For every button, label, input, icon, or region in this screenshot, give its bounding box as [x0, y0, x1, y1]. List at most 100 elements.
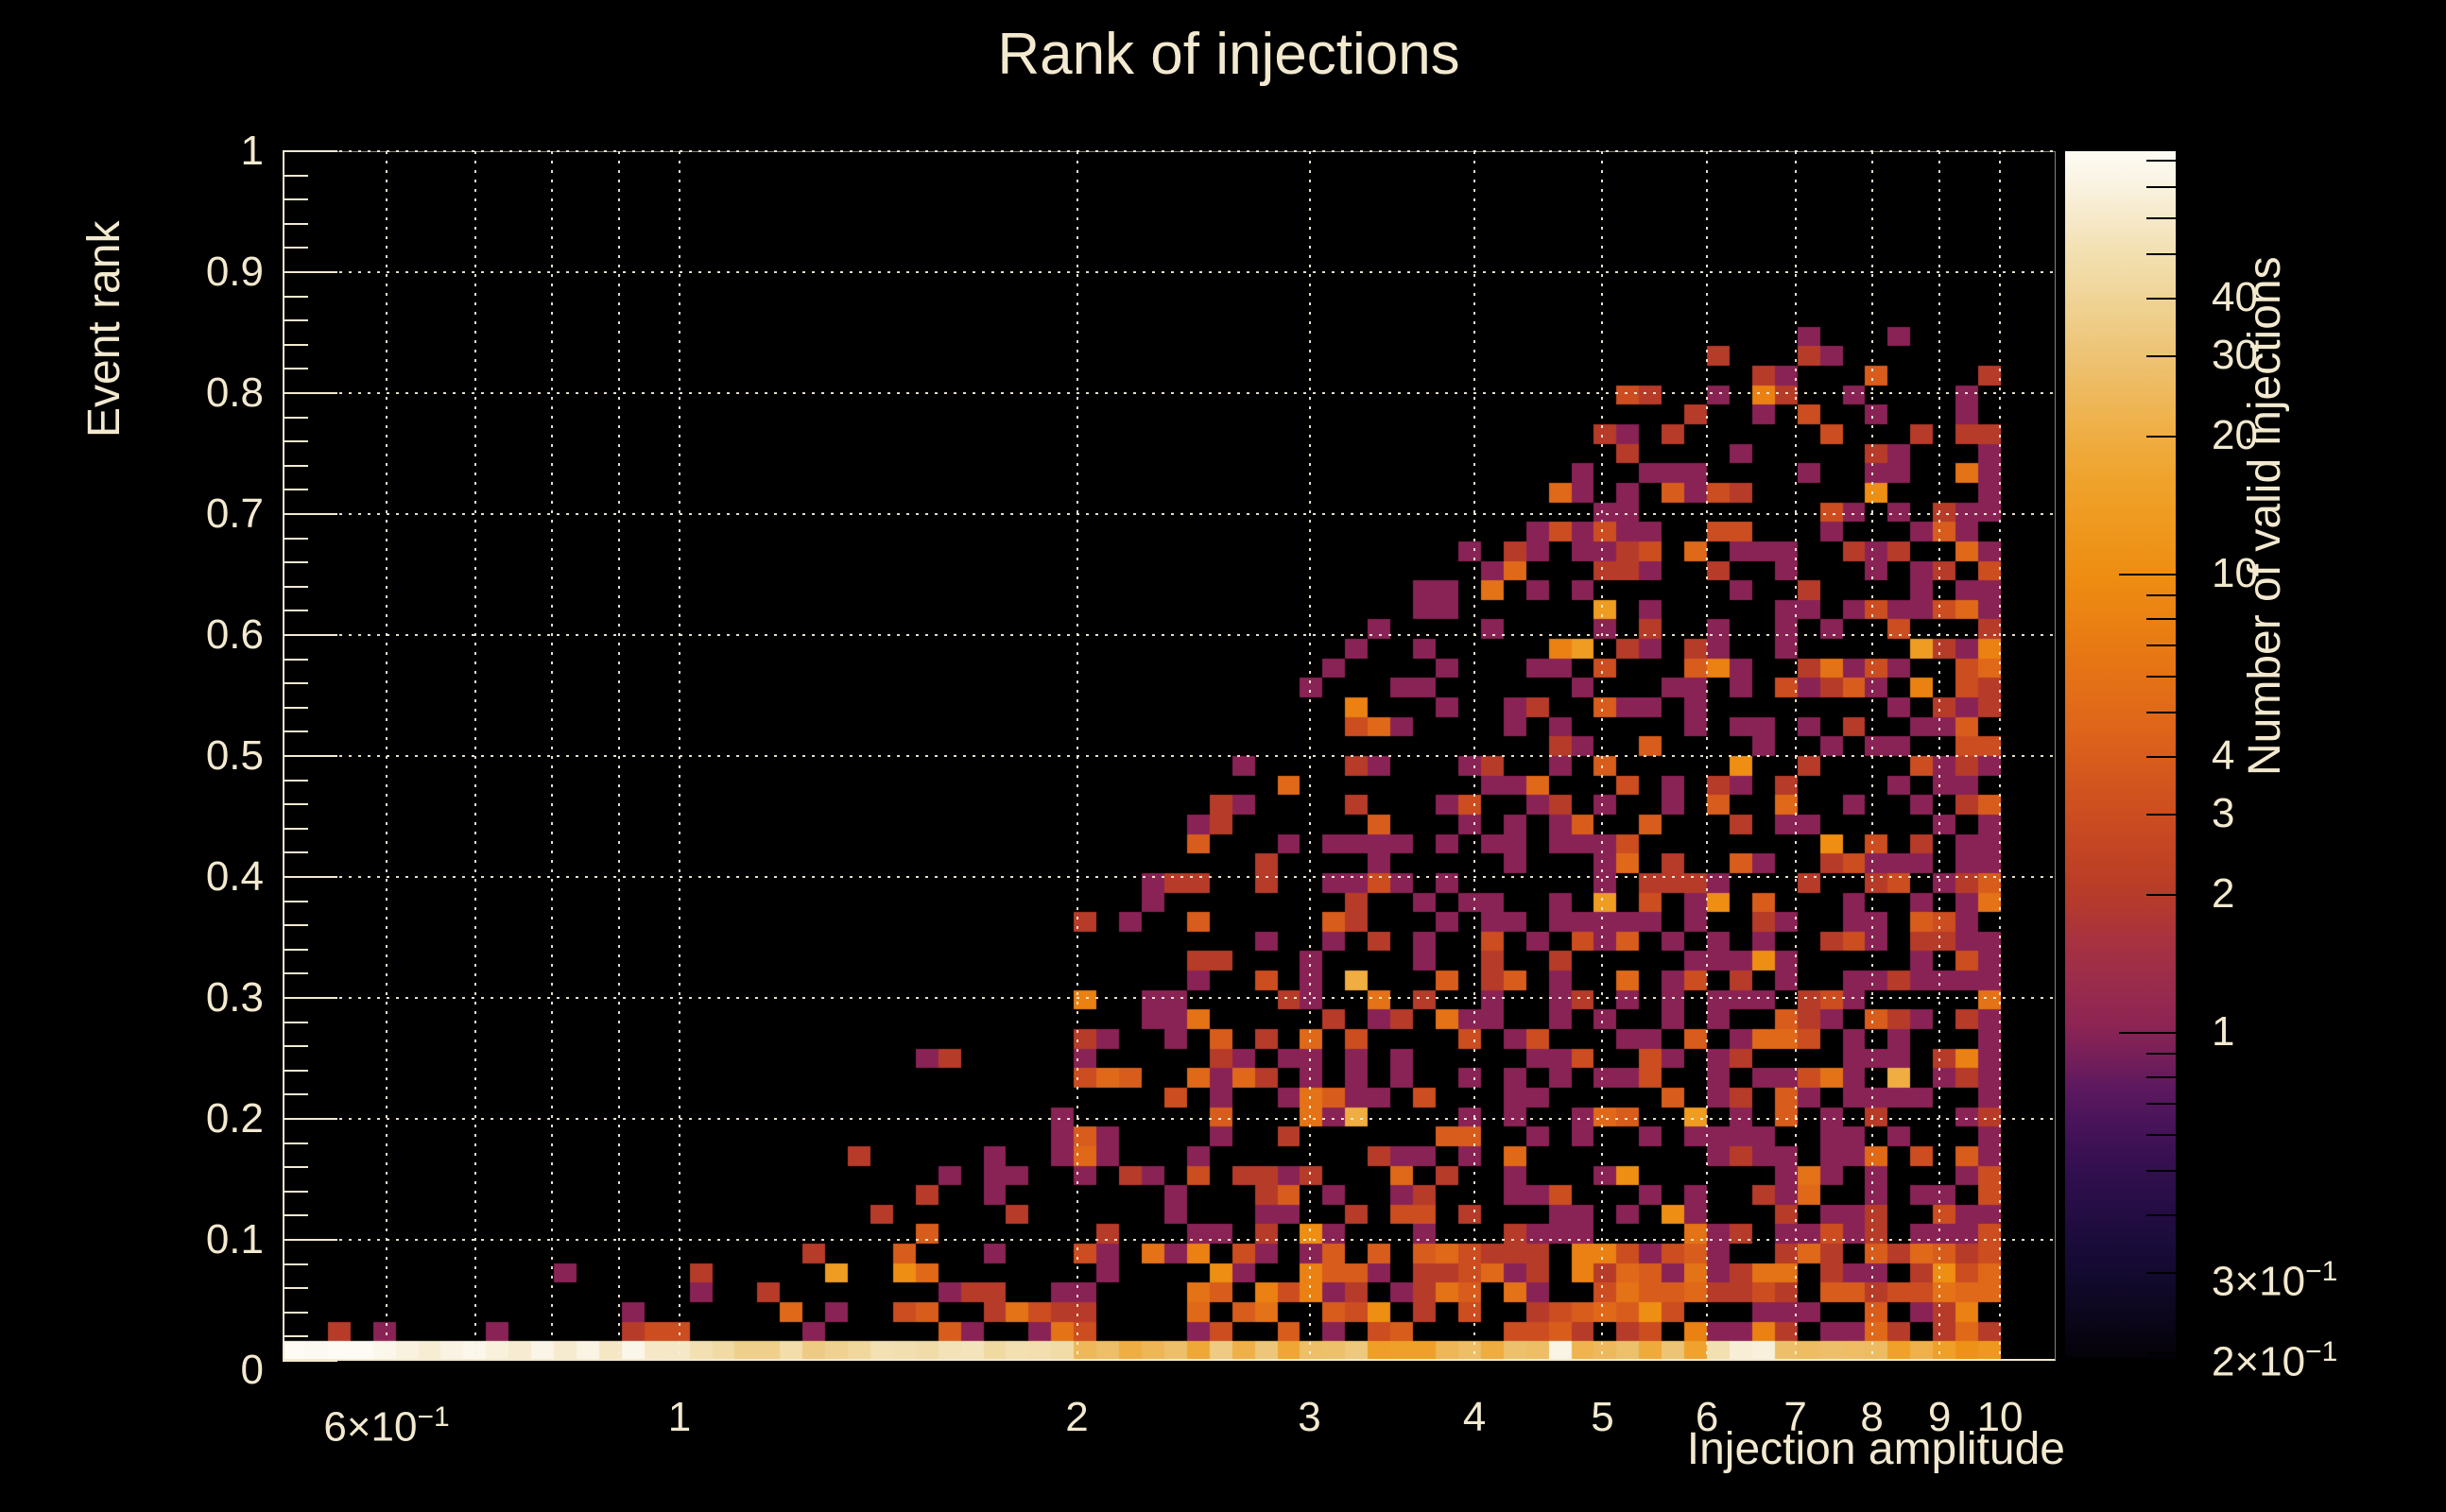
colorbar-tick-minor — [2146, 1271, 2176, 1274]
y-tick-major — [283, 392, 337, 394]
y-tick-minor — [283, 343, 308, 346]
colorbar-tick-label: 4 — [2212, 732, 2235, 779]
y-tick-minor — [283, 198, 308, 201]
y-tick-minor — [283, 924, 308, 927]
y-tick-minor — [283, 851, 308, 854]
y-tick-minor — [283, 464, 308, 467]
colorbar-tick-minor — [2146, 1352, 2176, 1354]
y-tick-major — [283, 997, 337, 999]
y-tick-major — [283, 513, 337, 515]
colorbar-tick-label: 2×10−1 — [2212, 1336, 2338, 1385]
y-tick-minor — [283, 1335, 308, 1338]
y-tick-label: 0 — [240, 1347, 264, 1393]
x-tick-label: 6×10−1 — [323, 1401, 450, 1451]
y-gridline — [283, 150, 2056, 152]
colorbar-tick-minor — [2146, 436, 2176, 438]
y-tick-minor — [283, 174, 308, 177]
x-tick-label: 8 — [1860, 1394, 1884, 1440]
colorbar-tick-minor — [2146, 354, 2176, 357]
y-tick-minor — [283, 1287, 308, 1290]
y-tick-minor — [283, 247, 308, 249]
y-tick-minor — [283, 1166, 308, 1169]
y-gridline — [283, 1239, 2056, 1241]
y-tick-label: 0.5 — [205, 732, 264, 779]
y-tick-label: 0.3 — [205, 974, 264, 1021]
colorbar-tick-minor — [2146, 1214, 2176, 1216]
colorbar-tick-label: 20 — [2212, 412, 2258, 458]
y-tick-minor — [283, 319, 308, 322]
y-gridline — [283, 634, 2056, 636]
colorbar-tick-minor — [2146, 1169, 2176, 1172]
y-tick-minor — [283, 900, 308, 902]
y-gridline — [283, 876, 2056, 878]
y-tick-minor — [283, 610, 308, 612]
y-tick-minor — [283, 561, 308, 564]
x-tick-label: 5 — [1591, 1394, 1614, 1440]
colorbar-tick-minor — [2146, 1053, 2176, 1056]
colorbar-tick-minor — [2146, 160, 2176, 162]
y-tick-minor — [283, 1069, 308, 1072]
colorbar-tick-label: 3 — [2212, 789, 2235, 836]
y-tick-minor — [283, 1093, 308, 1096]
colorbar-tick-minor — [2146, 1076, 2176, 1078]
y-tick-minor — [283, 489, 308, 491]
x-tick-label: 9 — [1927, 1394, 1952, 1440]
colorbar-tick-minor — [2146, 298, 2176, 300]
y-tick-minor — [283, 440, 308, 443]
x-tick-label: 10 — [1976, 1394, 2024, 1440]
y-gridline — [283, 997, 2056, 999]
x-tick-label: 2 — [1065, 1394, 1089, 1440]
y-gridline — [283, 271, 2056, 273]
y-tick-label: 0.4 — [205, 853, 264, 900]
colorbar-tick-minor — [2146, 756, 2176, 758]
colorbar-tick-major — [2119, 1032, 2176, 1034]
y-tick-minor — [283, 585, 308, 588]
colorbar-tick-label: 10 — [2212, 550, 2258, 596]
colorbar-tick-minor — [2146, 216, 2176, 219]
y-tick-minor — [283, 779, 308, 782]
colorbar-tick-label: 30 — [2212, 331, 2258, 378]
colorbar-tick-minor — [2146, 711, 2176, 713]
y-tick-minor — [283, 1311, 308, 1314]
y-tick-minor — [283, 948, 308, 951]
chart-title: Rank of injections — [997, 22, 1460, 87]
y-tick-minor — [283, 682, 308, 685]
y-tick-label: 0.6 — [205, 611, 264, 658]
colorbar-tick-label: 1 — [2212, 1008, 2235, 1055]
y-tick-major — [283, 271, 337, 273]
y-tick-minor — [283, 368, 308, 370]
colorbar-tick-label: 40 — [2212, 274, 2258, 320]
x-tick-label: 1 — [667, 1394, 692, 1440]
exponent: −1 — [2305, 1336, 2338, 1367]
x-tick-label: 7 — [1783, 1394, 1807, 1440]
colorbar-tick-minor — [2146, 594, 2176, 597]
y-tick-minor — [283, 295, 308, 298]
y-tick-minor — [283, 658, 308, 661]
y-tick-minor — [283, 537, 308, 540]
y-tick-major — [283, 634, 337, 636]
y-gridline — [283, 513, 2056, 515]
x-tick-label: 6 — [1695, 1394, 1719, 1440]
colorbar-tick-major — [2119, 574, 2176, 576]
x-axis-title: Injection amplitude — [1686, 1424, 2065, 1474]
colorbar-tick-minor — [2146, 894, 2176, 896]
y-tick-minor — [283, 706, 308, 709]
colorbar-tick-minor — [2146, 252, 2176, 255]
y-tick-major — [283, 150, 337, 152]
y-tick-minor — [283, 1263, 308, 1265]
y-gridline — [283, 755, 2056, 757]
y-tick-minor — [283, 803, 308, 806]
y-tick-minor — [283, 1190, 308, 1193]
y-tick-minor — [283, 222, 308, 225]
y-tick-major — [283, 876, 337, 878]
colorbar-tick-minor — [2146, 618, 2176, 620]
colorbar-tick-minor — [2146, 813, 2176, 816]
colorbar-tick-minor — [2146, 1133, 2176, 1136]
colorbar-tick-label: 3×10−1 — [2212, 1255, 2338, 1305]
colorbar-tick-minor — [2146, 1103, 2176, 1106]
colorbar-gradient — [2065, 151, 2176, 1358]
y-tick-minor — [283, 972, 308, 975]
y-gridline — [283, 392, 2056, 394]
y-tick-major — [283, 1360, 337, 1362]
